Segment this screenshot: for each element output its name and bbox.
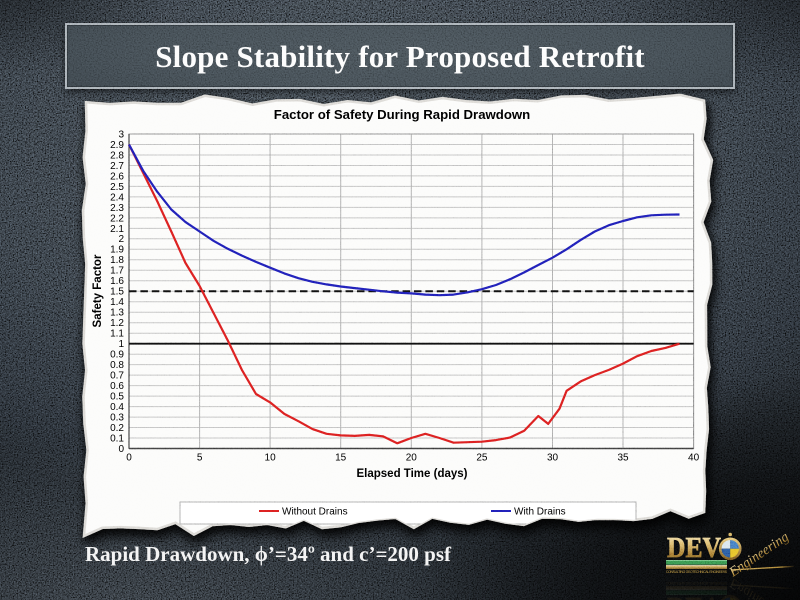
svg-text:0.4: 0.4 bbox=[110, 402, 124, 413]
svg-text:Factor of Safety During Rapid: Factor of Safety During Rapid Drawdown bbox=[274, 107, 530, 122]
svg-text:1.9: 1.9 bbox=[110, 245, 124, 256]
svg-text:3: 3 bbox=[118, 129, 124, 140]
svg-text:0.3: 0.3 bbox=[110, 413, 124, 424]
svg-text:CONSULTING GEOTECHNICAL ENGINE: CONSULTING GEOTECHNICAL ENGINEERS bbox=[666, 570, 728, 574]
svg-text:25: 25 bbox=[476, 453, 488, 464]
svg-text:0.8: 0.8 bbox=[110, 360, 124, 371]
svg-text:35: 35 bbox=[617, 453, 629, 464]
svg-text:0.6: 0.6 bbox=[110, 381, 124, 392]
svg-text:Safety Factor: Safety Factor bbox=[92, 254, 104, 327]
svg-text:2.7: 2.7 bbox=[110, 161, 124, 172]
svg-text:DEV: DEV bbox=[667, 532, 721, 564]
svg-text:0.5: 0.5 bbox=[110, 392, 124, 403]
svg-text:2: 2 bbox=[118, 234, 124, 245]
svg-text:0.2: 0.2 bbox=[110, 423, 124, 434]
svg-text:2.6: 2.6 bbox=[110, 171, 124, 182]
svg-text:1: 1 bbox=[118, 339, 124, 350]
svg-text:1.2: 1.2 bbox=[110, 318, 124, 329]
svg-text:1.7: 1.7 bbox=[110, 266, 124, 277]
svg-text:2.5: 2.5 bbox=[110, 182, 124, 193]
svg-text:5: 5 bbox=[197, 453, 203, 464]
svg-text:0: 0 bbox=[118, 444, 124, 455]
svg-text:0.9: 0.9 bbox=[110, 350, 124, 361]
svg-text:0.7: 0.7 bbox=[110, 371, 124, 382]
svg-text:With Drains: With Drains bbox=[514, 507, 566, 518]
svg-text:0.1: 0.1 bbox=[110, 433, 124, 444]
svg-text:20: 20 bbox=[406, 453, 418, 464]
svg-text:Without Drains: Without Drains bbox=[282, 507, 348, 518]
svg-text:1.1: 1.1 bbox=[110, 329, 124, 340]
svg-text:1.5: 1.5 bbox=[110, 287, 124, 298]
svg-text:1.6: 1.6 bbox=[110, 276, 124, 287]
svg-text:0: 0 bbox=[126, 453, 132, 464]
svg-text:15: 15 bbox=[335, 453, 347, 464]
svg-text:1.3: 1.3 bbox=[110, 308, 124, 319]
svg-text:2.8: 2.8 bbox=[110, 150, 124, 161]
svg-text:2.2: 2.2 bbox=[110, 213, 124, 224]
svg-text:2.4: 2.4 bbox=[110, 192, 124, 203]
svg-text:1.8: 1.8 bbox=[110, 255, 124, 266]
svg-text:2.9: 2.9 bbox=[110, 140, 124, 151]
svg-text:2.3: 2.3 bbox=[110, 203, 124, 214]
svg-text:2.1: 2.1 bbox=[110, 224, 124, 235]
svg-text:1.4: 1.4 bbox=[110, 297, 124, 308]
svg-text:Elapsed Time (days): Elapsed Time (days) bbox=[357, 468, 468, 480]
svg-text:30: 30 bbox=[547, 453, 559, 464]
svg-text:10: 10 bbox=[265, 453, 277, 464]
svg-text:40: 40 bbox=[688, 453, 700, 464]
